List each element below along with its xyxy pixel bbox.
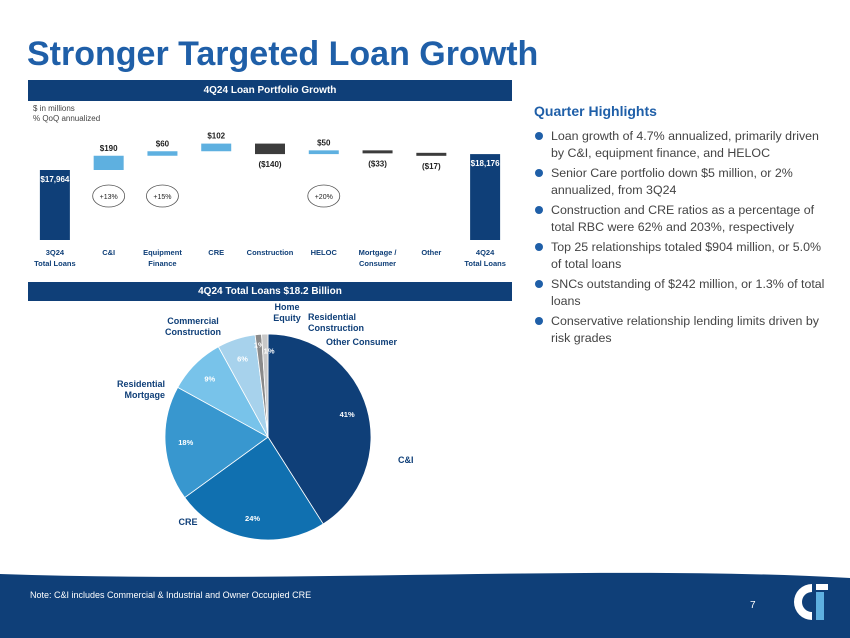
category-label: Total Loans (464, 259, 506, 268)
category-label: Mortgage / (359, 248, 398, 257)
highlights-title: Quarter Highlights (534, 103, 657, 119)
pie-category-label: Residential (308, 312, 356, 322)
growth-badge-label: +15% (153, 194, 171, 201)
pie-category-label: Equity (273, 313, 301, 323)
growth-badge (92, 184, 126, 208)
category-label: 4Q24 (476, 248, 495, 257)
bar (39, 170, 70, 240)
pie-category-label: Construction (165, 327, 221, 337)
page-number: 7 (750, 600, 756, 611)
bullet-icon (535, 206, 543, 214)
category-label: Total Loans (34, 259, 76, 268)
highlight-item: Senior Care portfolio down $5 million, o… (534, 165, 830, 198)
pie-percent-label: 6% (237, 355, 248, 364)
highlight-text: Loan growth of 4.7% annualized, primaril… (551, 129, 819, 160)
pie-category-label: Commercial (167, 316, 219, 326)
pie-category-label: Mortgage (125, 390, 166, 400)
bar-value-label: $50 (317, 138, 331, 147)
pie-category-label: Residential (117, 379, 165, 389)
highlight-item: Top 25 relationships totaled $904 millio… (534, 239, 830, 272)
highlight-text: Senior Care portfolio down $5 million, o… (551, 166, 793, 197)
growth-badge-label: +20% (315, 194, 333, 201)
page-title: Stronger Targeted Loan Growth (27, 35, 539, 73)
bar-value-label: $60 (156, 139, 170, 148)
category-label: Finance (148, 259, 176, 268)
pie-chart: 41%C&I24%CRE18%ResidentialMortgage9%Comm… (117, 302, 414, 541)
pie-chart-title: 4Q24 Total Loans $18.2 Billion (28, 282, 512, 301)
bar (362, 150, 393, 154)
bar-value-label: ($140) (258, 160, 281, 169)
chart-units-note: $ in millions % QoQ annualized (33, 104, 100, 124)
category-label: 3Q24 (46, 248, 65, 257)
footer-wave (0, 570, 850, 578)
bullet-icon (535, 317, 543, 325)
highlight-text: Conservative relationship lending limits… (551, 314, 819, 345)
growth-badge-label: +13% (100, 194, 118, 201)
bar (308, 150, 339, 155)
highlight-item: Loan growth of 4.7% annualized, primaril… (534, 128, 830, 161)
pie-category-label: Construction (308, 323, 364, 333)
highlights-list: Loan growth of 4.7% annualized, primaril… (534, 128, 830, 346)
category-label: Other (421, 248, 441, 257)
category-label: Consumer (359, 259, 396, 268)
footer-band (0, 570, 850, 638)
bar (201, 143, 232, 152)
units-label: $ in millions (33, 104, 75, 113)
company-logo (788, 576, 840, 628)
bar-value-label: ($17) (422, 162, 441, 171)
bar-value-label: ($33) (368, 159, 387, 168)
highlight-item: Construction and CRE ratios as a percent… (534, 202, 830, 235)
bar (416, 152, 447, 156)
pie-slice (261, 333, 269, 438)
pie-percent-label: 1% (254, 341, 265, 350)
bullet-icon (535, 280, 543, 288)
bullet-icon (535, 132, 543, 140)
pie-category-label: C&I (398, 455, 414, 465)
pie-slice (267, 333, 372, 525)
growth-badge (307, 184, 341, 208)
bar-value-label: $190 (100, 144, 118, 153)
footnote: Note: C&I includes Commercial & Industri… (30, 590, 312, 600)
growth-note-label: % QoQ annualized (33, 114, 101, 123)
category-label: Construction (247, 248, 294, 257)
category-label: Equipment (143, 248, 182, 257)
pie-category-label: CRE (178, 517, 197, 527)
highlight-text: Construction and CRE ratios as a percent… (551, 203, 815, 234)
pie-percent-label: 41% (340, 410, 355, 419)
bar-value-label: $18,176 (471, 159, 500, 168)
bullet-icon (535, 243, 543, 251)
highlight-text: Top 25 relationships totaled $904 millio… (551, 240, 822, 271)
bar (470, 154, 501, 240)
highlights-panel: Quarter Highlights Loan growth of 4.7% a… (534, 103, 830, 350)
bullet-icon (535, 169, 543, 177)
category-label: CRE (208, 248, 224, 257)
pie-category-label: Home (274, 302, 299, 312)
pie-percent-label: 9% (204, 375, 215, 384)
bar-value-label: $17,964 (40, 175, 69, 184)
growth-badge (146, 184, 179, 208)
category-label: HELOC (311, 248, 338, 257)
bar-chart-title: 4Q24 Loan Portfolio Growth (28, 80, 512, 101)
pie-percent-label: 18% (178, 438, 193, 447)
logo-icon (794, 584, 828, 620)
bar (93, 155, 124, 170)
pie-percent-label: 1% (264, 346, 275, 355)
highlight-item: Conservative relationship lending limits… (534, 313, 830, 346)
category-label: C&I (102, 248, 115, 257)
pie-slice (164, 386, 269, 499)
highlight-text: SNCs outstanding of $242 million, or 1.3… (551, 277, 825, 308)
waterfall-chart: $17,964 3Q24 Total Loans $190 +13% C&I $60 +15%… (34, 132, 506, 268)
bar (147, 151, 178, 156)
highlight-item: SNCs outstanding of $242 million, or 1.3… (534, 276, 830, 309)
pie-category-label: Other Consumer (326, 337, 398, 347)
bar-value-label: $102 (207, 132, 225, 141)
pie-percent-label: 24% (245, 514, 260, 523)
bar (255, 143, 285, 155)
pie-slice (184, 436, 324, 541)
